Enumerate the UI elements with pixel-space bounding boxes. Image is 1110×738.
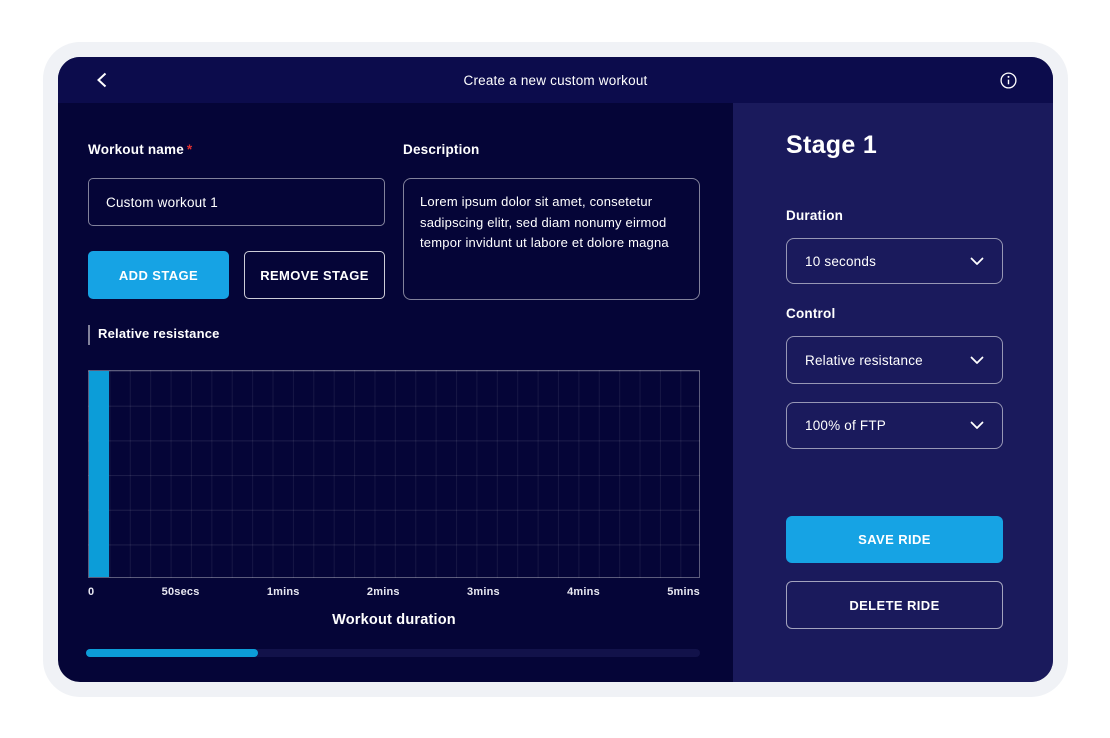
chevron-down-icon <box>970 356 984 365</box>
chevron-down-icon <box>970 421 984 430</box>
x-tick: 2mins <box>366 586 400 598</box>
chevron-down-icon <box>970 257 984 266</box>
control-label: Control <box>786 306 836 321</box>
control-target-select-value: 100% of FTP <box>805 418 886 433</box>
x-tick: 3mins <box>467 586 500 598</box>
info-button[interactable] <box>991 57 1047 103</box>
control-select-value: Relative resistance <box>805 352 923 368</box>
workout-progress-track[interactable] <box>86 649 700 657</box>
workout-name-label-text: Workout name <box>88 142 184 157</box>
workout-form-area: Workout name* ADD STAGE REMOVE STAGE Des… <box>58 103 733 682</box>
x-tick: 1mins <box>266 586 300 598</box>
description-textarea[interactable]: Lorem ipsum dolor sit amet, consetetur s… <box>403 178 700 300</box>
add-stage-button[interactable]: ADD STAGE <box>88 251 229 299</box>
x-tick: 0 <box>88 586 95 598</box>
x-tick: 4mins <box>567 586 600 598</box>
back-button[interactable] <box>72 57 128 103</box>
workout-progress-fill[interactable] <box>86 649 258 657</box>
x-tick: 5mins <box>667 586 700 598</box>
info-icon <box>1000 71 1017 89</box>
description-column: Description Lorem ipsum dolor sit amet, … <box>403 142 700 300</box>
stage-settings-panel: Stage 1 Duration 10 seconds Control Rela… <box>733 103 1053 682</box>
control-select[interactable]: Relative resistance <box>786 336 1003 384</box>
workout-name-input[interactable] <box>88 178 385 226</box>
control-target-select[interactable]: 100% of FTP <box>786 402 1003 449</box>
duration-label: Duration <box>786 208 844 223</box>
page-title: Create a new custom workout <box>463 72 648 88</box>
workout-name-label: Workout name * <box>88 142 385 159</box>
required-asterisk: * <box>186 142 193 157</box>
description-label: Description <box>403 142 480 157</box>
x-axis-title: Workout duration <box>332 612 456 628</box>
stage-buttons-row: ADD STAGE REMOVE STAGE <box>88 251 385 299</box>
workout-editor-card: Create a new custom workout Workout name… <box>58 57 1053 682</box>
stage-1-bar[interactable] <box>89 371 109 577</box>
stage-title: Stage 1 <box>786 131 878 159</box>
save-ride-button[interactable]: SAVE RIDE <box>786 516 1003 563</box>
chevron-left-icon <box>96 72 107 88</box>
x-axis-ticks: 0 50secs 1mins 2mins 3mins 4mins 5mins <box>88 586 700 598</box>
remove-stage-button[interactable]: REMOVE STAGE <box>244 251 385 299</box>
app-header: Create a new custom workout <box>58 57 1053 103</box>
duration-select-value: 10 seconds <box>805 253 877 269</box>
delete-ride-button[interactable]: DELETE RIDE <box>786 581 1003 629</box>
chart-y-axis-title: Relative resistance <box>88 325 700 345</box>
duration-select[interactable]: 10 seconds <box>786 238 1003 284</box>
x-tick: 50secs <box>161 586 200 598</box>
workout-name-column: Workout name* ADD STAGE REMOVE STAGE <box>88 142 385 300</box>
workout-chart-plot[interactable] <box>88 370 700 578</box>
workout-chart-section: Relative resistance 0 50secs 1mins 2mins… <box>86 325 700 657</box>
